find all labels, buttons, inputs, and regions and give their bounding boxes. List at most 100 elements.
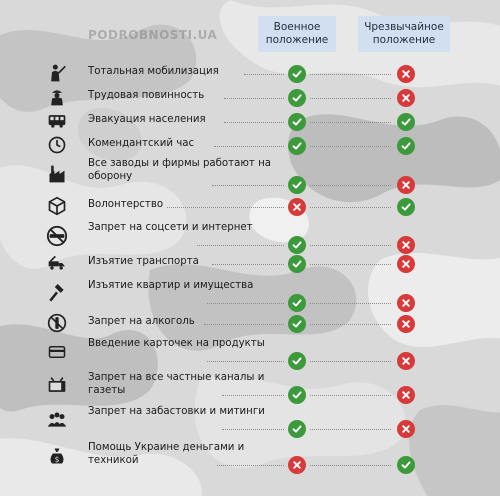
war-check-icon bbox=[288, 65, 306, 83]
money-bag-icon: $ bbox=[46, 445, 68, 467]
dotted-leader bbox=[217, 465, 284, 466]
war-check-icon bbox=[288, 294, 306, 312]
table-row: Трудовая повинность bbox=[0, 86, 500, 108]
dotted-leader bbox=[310, 207, 391, 208]
dotted-leader bbox=[244, 74, 284, 75]
war-check-icon bbox=[288, 236, 306, 254]
row-label: Запрет на все частные каналы и газеты bbox=[88, 372, 265, 396]
war-check-icon bbox=[288, 255, 306, 273]
war-check-icon bbox=[288, 352, 306, 370]
emergency-check-icon bbox=[397, 198, 415, 216]
war-check-icon bbox=[288, 176, 306, 194]
row-label: Запрет на соцсети и интернет bbox=[88, 222, 253, 233]
table-row: Запрет на алкоголь bbox=[0, 312, 500, 334]
emergency-cross-icon bbox=[397, 420, 415, 438]
dotted-leader bbox=[207, 361, 284, 362]
emergency-cross-icon bbox=[397, 236, 415, 254]
table-row: Запрет на забастовки и митинги bbox=[0, 406, 500, 438]
dotted-leader bbox=[310, 122, 391, 123]
dotted-leader bbox=[212, 264, 284, 265]
war-cross-icon bbox=[288, 456, 306, 474]
dotted-leader bbox=[310, 185, 391, 186]
worker-icon bbox=[46, 86, 68, 108]
emergency-cross-icon bbox=[397, 294, 415, 312]
table-row: $ Помощь Украине деньгами и техникой bbox=[0, 442, 500, 474]
table-row: Запрет на все частные каналы и газеты bbox=[0, 372, 500, 404]
no-social-icon bbox=[46, 225, 68, 247]
bus-icon bbox=[46, 110, 68, 132]
crowd-icon bbox=[46, 409, 68, 431]
row-label: Введение карточек на продукты bbox=[88, 338, 265, 349]
dotted-leader bbox=[207, 303, 284, 304]
row-label: Волонтерство bbox=[88, 199, 164, 210]
row-label: Запрет на забастовки и митинги bbox=[88, 406, 265, 417]
war-check-icon bbox=[288, 386, 306, 404]
dotted-leader bbox=[214, 146, 284, 147]
hammer-icon bbox=[46, 283, 68, 305]
column-header-war: Военное положение bbox=[258, 16, 336, 52]
tow-truck-icon bbox=[46, 252, 68, 274]
emergency-cross-icon bbox=[397, 352, 415, 370]
emergency-check-icon bbox=[397, 456, 415, 474]
dotted-leader bbox=[224, 122, 284, 123]
dotted-leader bbox=[310, 245, 391, 246]
dotted-leader bbox=[310, 465, 391, 466]
dotted-leader bbox=[222, 429, 284, 430]
watermark: PODROBNOSTI.UA bbox=[88, 28, 218, 42]
dotted-leader bbox=[167, 207, 284, 208]
war-check-icon bbox=[288, 89, 306, 107]
war-check-icon bbox=[288, 137, 306, 155]
dotted-leader bbox=[310, 264, 391, 265]
row-label: Тотальная мобилизация bbox=[88, 66, 219, 77]
emergency-cross-icon bbox=[397, 89, 415, 107]
svg-text:$: $ bbox=[55, 455, 60, 464]
emergency-check-icon bbox=[397, 113, 415, 131]
row-label: Изъятие квартир и имущества bbox=[88, 280, 254, 291]
dotted-leader bbox=[197, 245, 284, 246]
row-label: Комендантский час bbox=[88, 138, 195, 149]
emergency-cross-icon bbox=[397, 386, 415, 404]
war-cross-icon bbox=[288, 198, 306, 216]
dotted-leader bbox=[310, 146, 391, 147]
soldier-icon bbox=[46, 62, 68, 84]
emergency-cross-icon bbox=[397, 65, 415, 83]
clock-icon bbox=[46, 134, 68, 156]
tv-icon bbox=[46, 375, 68, 397]
column-header-emergency: Чрезвычайное положение bbox=[358, 16, 450, 52]
row-label: Помощь Украине деньгами и техникой bbox=[88, 442, 245, 466]
dotted-leader bbox=[310, 74, 391, 75]
dotted-leader bbox=[212, 185, 284, 186]
dotted-leader bbox=[222, 395, 284, 396]
emergency-cross-icon bbox=[397, 176, 415, 194]
table-row: Изъятие квартир и имущества bbox=[0, 280, 500, 312]
table-row: Изъятие транспорта bbox=[0, 252, 500, 274]
table-row: Эвакуация населения bbox=[0, 110, 500, 132]
row-label: Эвакуация населения bbox=[88, 114, 206, 125]
emergency-cross-icon bbox=[397, 315, 415, 333]
factory-icon bbox=[46, 163, 68, 185]
row-label: Запрет на алкоголь bbox=[88, 316, 195, 327]
row-label: Трудовая повинность bbox=[88, 90, 205, 101]
emergency-cross-icon bbox=[397, 255, 415, 273]
card-icon bbox=[46, 341, 68, 363]
war-check-icon bbox=[288, 315, 306, 333]
dotted-leader bbox=[310, 395, 391, 396]
dotted-leader bbox=[224, 98, 284, 99]
table-row: Тотальная мобилизация bbox=[0, 62, 500, 84]
table-row: Введение карточек на продукты bbox=[0, 338, 500, 370]
dotted-leader bbox=[310, 98, 391, 99]
box-icon bbox=[46, 195, 68, 217]
dotted-leader bbox=[310, 324, 391, 325]
table-row: Все заводы и фирмы работают на оборону bbox=[0, 158, 500, 194]
table-row: Волонтерство bbox=[0, 195, 500, 217]
dotted-leader bbox=[204, 324, 284, 325]
war-check-icon bbox=[288, 420, 306, 438]
row-label: Изъятие транспорта bbox=[88, 256, 199, 267]
war-check-icon bbox=[288, 113, 306, 131]
table-row: Запрет на соцсети и интернет bbox=[0, 222, 500, 254]
dotted-leader bbox=[310, 303, 391, 304]
dotted-leader bbox=[310, 361, 391, 362]
row-label: Все заводы и фирмы работают на оборону bbox=[88, 158, 271, 182]
dotted-leader bbox=[310, 429, 391, 430]
table-row: Комендантский час bbox=[0, 134, 500, 156]
